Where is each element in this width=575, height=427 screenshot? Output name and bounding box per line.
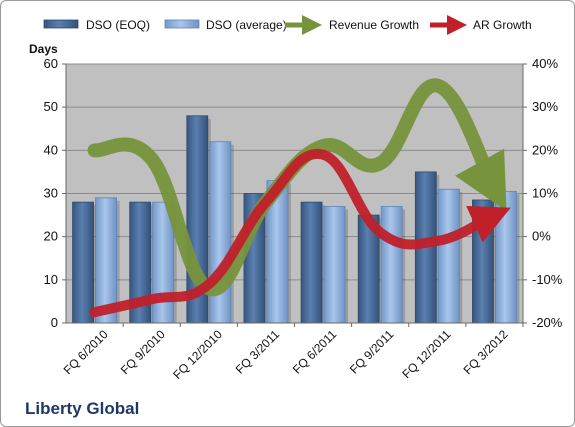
right-tick-label: 10% <box>532 186 558 201</box>
legend-item-revenue-growth[interactable]: Revenue Growth <box>285 15 419 35</box>
left-tick-label: 60 <box>44 56 58 71</box>
legend-item-dso-average[interactable]: DSO (average) <box>164 18 287 32</box>
x-tick-label: FQ 6/2010 <box>61 327 111 377</box>
right-tick-label: 40% <box>532 56 558 71</box>
left-tick-label: 0 <box>51 315 58 330</box>
bar-dso-average <box>323 206 346 324</box>
left-tick-label: 30 <box>44 186 58 201</box>
right-axis-ticks: -20% -10% 0% 10% 20% 30% 40% <box>523 56 563 330</box>
bar-dso-average <box>495 190 517 324</box>
bar-dso-average <box>380 206 403 324</box>
line-ar-growth <box>89 148 511 318</box>
legend-label-dso-eoq: DSO (EOQ) <box>86 18 150 32</box>
legend-swatch-dso-average <box>164 19 200 29</box>
legend-label-ar-growth: AR Growth <box>473 18 532 32</box>
right-tick-label: 30% <box>532 99 558 114</box>
growth-lines <box>87 78 511 318</box>
legend-item-dso-eoq[interactable]: DSO (EOQ) <box>43 18 150 32</box>
x-tick-label: FQ 9/2010 <box>118 327 168 377</box>
x-tick-label: FQ 12/2011 <box>399 327 453 381</box>
legend-label-dso-average: DSO (average) <box>206 18 287 32</box>
company-name: Liberty Global <box>25 399 140 418</box>
x-tick-label: FQ 9/2011 <box>347 327 397 377</box>
bar-dso-eoq <box>300 201 323 324</box>
left-tick-label: 50 <box>44 99 58 114</box>
left-tick-label: 40 <box>44 142 58 157</box>
left-axis-ticks: 0 10 20 30 40 50 60 <box>44 56 66 330</box>
right-tick-label: 0% <box>532 229 551 244</box>
legend-swatch-dso-eoq <box>43 19 79 29</box>
x-tick-label: FQ 3/2011 <box>233 327 283 377</box>
legend-item-ar-growth[interactable]: AR Growth <box>430 15 532 35</box>
x-axis-ticks: FQ 6/2010 FQ 9/2010 FQ 12/2010 FQ 3/2011 FQ … <box>61 323 524 382</box>
x-tick-label: FQ 6/2011 <box>290 327 340 377</box>
legend-label-revenue-growth: Revenue Growth <box>329 18 419 32</box>
left-tick-label: 10 <box>44 272 58 287</box>
x-tick-label: FQ 3/2012 <box>461 327 511 377</box>
right-tick-label: 20% <box>532 142 558 157</box>
bar-dso-eoq <box>72 201 94 324</box>
legend: DSO (EOQ) DSO (average) Revenue Growth A… <box>43 15 532 35</box>
bar-dso-average <box>437 188 460 324</box>
left-tick-label: 20 <box>44 229 58 244</box>
x-tick-label: FQ 12/2010 <box>170 327 225 382</box>
right-tick-label: -20% <box>532 315 563 330</box>
right-tick-label: -10% <box>532 272 563 287</box>
y-axis-label: Days <box>29 42 58 56</box>
